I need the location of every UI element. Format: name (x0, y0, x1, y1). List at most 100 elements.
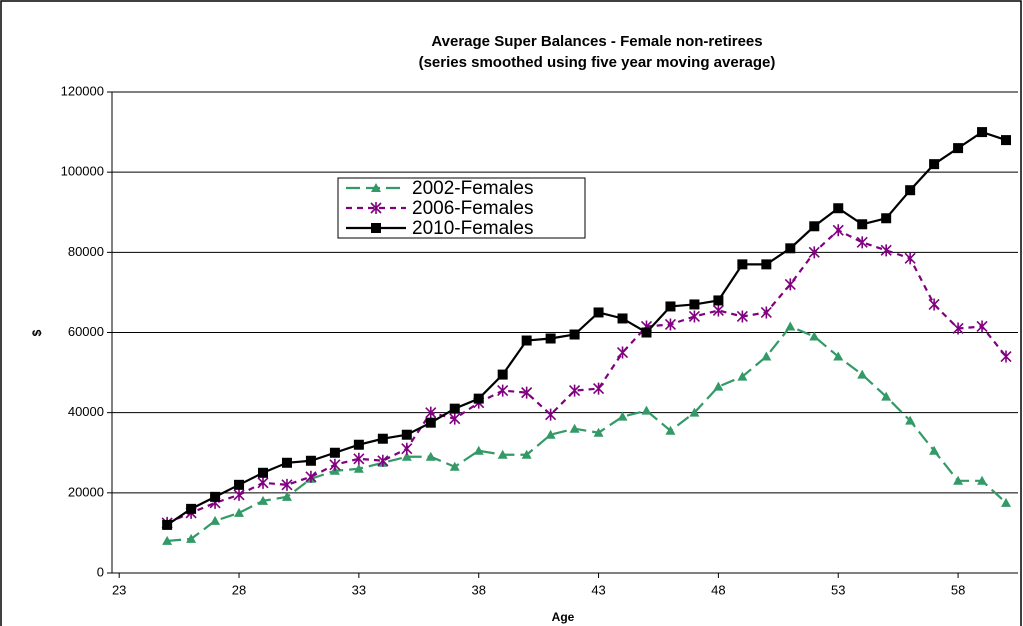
marker (641, 405, 652, 415)
marker (162, 535, 173, 545)
marker (881, 213, 892, 224)
marker (857, 369, 868, 379)
marker (353, 463, 364, 473)
marker (371, 183, 381, 192)
marker (449, 412, 461, 425)
x-tick-label: 38 (471, 582, 485, 597)
marker (665, 425, 676, 435)
marker (929, 445, 940, 455)
marker (641, 327, 652, 338)
series (162, 321, 1012, 545)
marker (545, 429, 556, 439)
x-tick-label: 43 (591, 582, 605, 597)
series-line (166, 228, 1007, 524)
x-tick-label: 58 (951, 582, 965, 597)
x-tick-label: 23 (112, 582, 126, 597)
marker (497, 384, 509, 397)
chart-subtitle: (series smoothed using five year moving … (419, 54, 776, 71)
marker (833, 351, 844, 361)
marker (881, 391, 892, 401)
marker (425, 417, 436, 428)
x-tick-label: 53 (831, 582, 845, 597)
marker (905, 415, 916, 425)
marker (281, 491, 292, 501)
marker (449, 461, 460, 471)
x-tick-label: 48 (711, 582, 725, 597)
marker (281, 457, 292, 468)
marker (521, 335, 532, 346)
marker (258, 467, 268, 478)
marker (761, 259, 772, 270)
marker (929, 159, 940, 170)
marker (808, 246, 820, 259)
legend-label: 2010-Females (412, 218, 533, 239)
y-tick-label: 80000 (68, 244, 104, 259)
marker (233, 488, 245, 501)
marker (569, 423, 580, 433)
marker (688, 310, 700, 323)
marker (497, 369, 508, 380)
y-tick-label: 60000 (68, 324, 104, 339)
marker (1001, 497, 1012, 507)
marker (592, 382, 605, 395)
marker (785, 321, 796, 331)
marker (928, 298, 940, 311)
marker (234, 479, 245, 490)
marker (953, 143, 964, 154)
marker (305, 470, 317, 483)
marker (425, 406, 437, 419)
x-axis-title: Age (552, 610, 575, 624)
marker (977, 127, 988, 138)
marker (521, 386, 533, 399)
marker (186, 533, 197, 543)
marker (401, 429, 412, 440)
y-tick-label: 0 (97, 564, 104, 579)
marker (785, 243, 796, 254)
series-line (166, 130, 1007, 526)
marker (305, 455, 316, 466)
marker (353, 452, 365, 465)
y-tick-label: 100000 (61, 164, 104, 179)
y-tick-label: 120000 (61, 83, 104, 98)
y-tick-label: 40000 (68, 404, 104, 419)
marker (329, 447, 340, 458)
marker (473, 393, 484, 404)
marker (258, 495, 268, 505)
marker (689, 299, 700, 310)
marker (210, 515, 221, 525)
marker (593, 427, 604, 437)
marker (617, 313, 628, 324)
marker (449, 403, 460, 414)
marker (736, 310, 748, 323)
marker (329, 458, 341, 471)
marker (713, 381, 724, 391)
legend-label: 2002-Females (412, 178, 533, 199)
marker (401, 451, 412, 461)
chart-title: Average Super Balances - Female non-reti… (431, 33, 762, 50)
marker (371, 223, 381, 233)
marker (857, 219, 868, 230)
x-tick-label: 28 (232, 582, 246, 597)
marker (689, 407, 700, 417)
marker (809, 331, 820, 341)
marker (953, 475, 964, 485)
marker (186, 503, 197, 514)
marker (257, 476, 269, 489)
marker (977, 475, 988, 485)
marker (162, 519, 173, 530)
marker (234, 507, 245, 517)
marker (760, 306, 772, 319)
y-axis-title: $ (30, 329, 44, 336)
marker (713, 295, 724, 306)
y-tick-label: 20000 (68, 484, 104, 499)
marker (617, 411, 628, 421)
marker (737, 259, 748, 270)
marker (952, 322, 964, 335)
marker (521, 449, 532, 459)
marker (737, 371, 748, 381)
marker (377, 433, 388, 444)
marker (353, 439, 364, 450)
marker (401, 442, 413, 455)
